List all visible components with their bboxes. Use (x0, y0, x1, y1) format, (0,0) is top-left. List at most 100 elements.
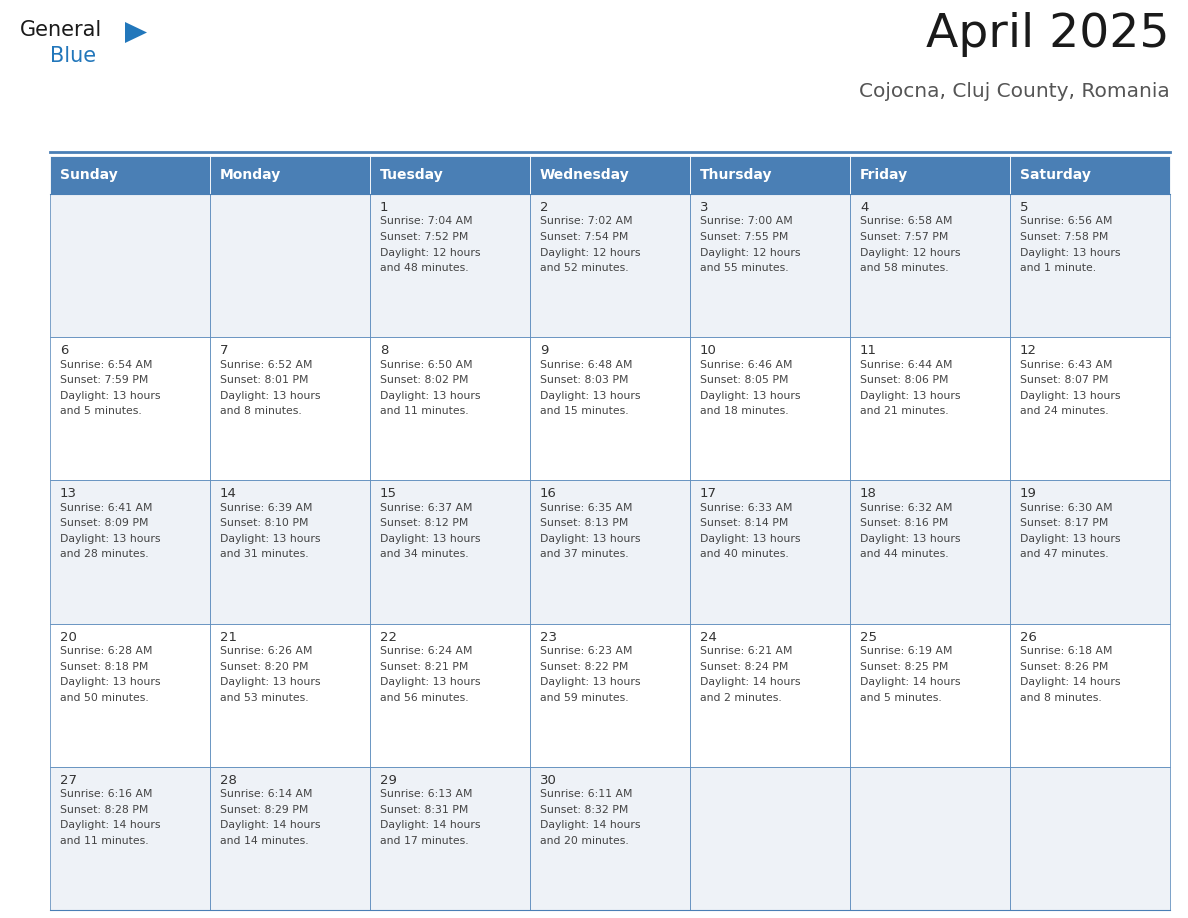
Text: Sunrise: 6:43 AM: Sunrise: 6:43 AM (1020, 360, 1112, 370)
Text: Daylight: 14 hours: Daylight: 14 hours (380, 821, 480, 830)
Text: and 47 minutes.: and 47 minutes. (1020, 549, 1108, 559)
Text: 9: 9 (541, 344, 549, 357)
Text: Sunset: 8:01 PM: Sunset: 8:01 PM (220, 375, 309, 386)
Bar (210, 194, 369, 337)
Text: Sunset: 8:07 PM: Sunset: 8:07 PM (1020, 375, 1108, 386)
Text: and 20 minutes.: and 20 minutes. (541, 835, 628, 845)
Text: Daylight: 13 hours: Daylight: 13 hours (380, 534, 480, 543)
Text: Daylight: 14 hours: Daylight: 14 hours (1020, 677, 1120, 687)
Text: 16: 16 (541, 487, 557, 500)
Text: General: General (20, 20, 102, 40)
Text: Sunset: 8:03 PM: Sunset: 8:03 PM (541, 375, 628, 386)
Text: Sunset: 8:29 PM: Sunset: 8:29 PM (220, 805, 309, 815)
Text: Sunset: 8:09 PM: Sunset: 8:09 PM (61, 519, 148, 529)
Text: Sunset: 8:12 PM: Sunset: 8:12 PM (380, 519, 468, 529)
Text: Daylight: 13 hours: Daylight: 13 hours (541, 677, 640, 687)
Text: Monday: Monday (220, 168, 282, 182)
Bar (530, 156, 690, 194)
Text: Daylight: 12 hours: Daylight: 12 hours (541, 248, 640, 258)
Text: Daylight: 13 hours: Daylight: 13 hours (61, 391, 160, 400)
Text: 6: 6 (61, 344, 69, 357)
Bar (210, 337, 369, 480)
Text: Daylight: 12 hours: Daylight: 12 hours (860, 248, 961, 258)
Text: 11: 11 (860, 344, 877, 357)
Bar (369, 623, 530, 767)
Text: Sunrise: 7:00 AM: Sunrise: 7:00 AM (700, 217, 792, 227)
Text: and 21 minutes.: and 21 minutes. (860, 406, 949, 416)
Text: Sunset: 7:54 PM: Sunset: 7:54 PM (541, 232, 628, 242)
Text: Sunrise: 6:33 AM: Sunrise: 6:33 AM (700, 503, 792, 513)
Text: 20: 20 (61, 631, 77, 644)
Text: and 31 minutes.: and 31 minutes. (220, 549, 309, 559)
Text: 21: 21 (220, 631, 236, 644)
Text: and 28 minutes.: and 28 minutes. (61, 549, 148, 559)
Text: Saturday: Saturday (1020, 168, 1091, 182)
Bar (530, 194, 690, 337)
Text: Daylight: 13 hours: Daylight: 13 hours (220, 677, 321, 687)
Text: Daylight: 13 hours: Daylight: 13 hours (380, 677, 480, 687)
Text: Sunset: 8:06 PM: Sunset: 8:06 PM (860, 375, 948, 386)
Text: and 11 minutes.: and 11 minutes. (61, 835, 148, 845)
Bar (1010, 194, 1170, 337)
Text: and 37 minutes.: and 37 minutes. (541, 549, 628, 559)
Text: Daylight: 13 hours: Daylight: 13 hours (860, 391, 961, 400)
Bar (849, 480, 1010, 623)
Bar (530, 480, 690, 623)
Text: and 59 minutes.: and 59 minutes. (541, 692, 628, 702)
Text: Sunrise: 6:16 AM: Sunrise: 6:16 AM (61, 789, 152, 800)
Text: Daylight: 13 hours: Daylight: 13 hours (541, 391, 640, 400)
Text: and 53 minutes.: and 53 minutes. (220, 692, 309, 702)
Text: Sunset: 8:28 PM: Sunset: 8:28 PM (61, 805, 148, 815)
Text: Daylight: 13 hours: Daylight: 13 hours (700, 534, 801, 543)
Text: 1: 1 (380, 201, 388, 214)
Bar (530, 623, 690, 767)
Text: Daylight: 13 hours: Daylight: 13 hours (541, 534, 640, 543)
Text: Sunset: 8:32 PM: Sunset: 8:32 PM (541, 805, 628, 815)
Text: and 18 minutes.: and 18 minutes. (700, 406, 789, 416)
Bar (849, 767, 1010, 910)
Text: 5: 5 (1020, 201, 1029, 214)
Bar (50, 156, 210, 194)
Text: 23: 23 (541, 631, 557, 644)
Text: Sunset: 8:31 PM: Sunset: 8:31 PM (380, 805, 468, 815)
Bar (530, 767, 690, 910)
Text: and 5 minutes.: and 5 minutes. (61, 406, 141, 416)
Text: Sunrise: 7:02 AM: Sunrise: 7:02 AM (541, 217, 633, 227)
Text: Daylight: 14 hours: Daylight: 14 hours (860, 677, 961, 687)
Text: 15: 15 (380, 487, 397, 500)
Text: Sunrise: 6:23 AM: Sunrise: 6:23 AM (541, 646, 632, 656)
Bar (369, 480, 530, 623)
Bar (690, 767, 849, 910)
Text: Sunrise: 6:11 AM: Sunrise: 6:11 AM (541, 789, 632, 800)
Bar (690, 337, 849, 480)
Bar (369, 194, 530, 337)
Text: Daylight: 13 hours: Daylight: 13 hours (700, 391, 801, 400)
Text: and 15 minutes.: and 15 minutes. (541, 406, 628, 416)
Text: 25: 25 (860, 631, 877, 644)
Bar (690, 480, 849, 623)
Bar (849, 623, 1010, 767)
Bar (1010, 337, 1170, 480)
Text: 12: 12 (1020, 344, 1037, 357)
Text: and 24 minutes.: and 24 minutes. (1020, 406, 1108, 416)
Text: April 2025: April 2025 (927, 12, 1170, 57)
Polygon shape (125, 22, 147, 43)
Bar (690, 623, 849, 767)
Text: Sunrise: 7:04 AM: Sunrise: 7:04 AM (380, 217, 473, 227)
Text: Sunrise: 6:44 AM: Sunrise: 6:44 AM (860, 360, 953, 370)
Text: Sunrise: 6:50 AM: Sunrise: 6:50 AM (380, 360, 473, 370)
Text: and 14 minutes.: and 14 minutes. (220, 835, 309, 845)
Text: Sunrise: 6:14 AM: Sunrise: 6:14 AM (220, 789, 312, 800)
Bar (369, 767, 530, 910)
Text: Sunrise: 6:35 AM: Sunrise: 6:35 AM (541, 503, 632, 513)
Text: and 8 minutes.: and 8 minutes. (220, 406, 302, 416)
Text: Daylight: 13 hours: Daylight: 13 hours (1020, 391, 1120, 400)
Bar (210, 767, 369, 910)
Text: Sunset: 8:22 PM: Sunset: 8:22 PM (541, 662, 628, 672)
Text: Sunset: 8:26 PM: Sunset: 8:26 PM (1020, 662, 1108, 672)
Text: and 44 minutes.: and 44 minutes. (860, 549, 949, 559)
Text: Wednesday: Wednesday (541, 168, 630, 182)
Text: 14: 14 (220, 487, 236, 500)
Bar (50, 337, 210, 480)
Bar (50, 194, 210, 337)
